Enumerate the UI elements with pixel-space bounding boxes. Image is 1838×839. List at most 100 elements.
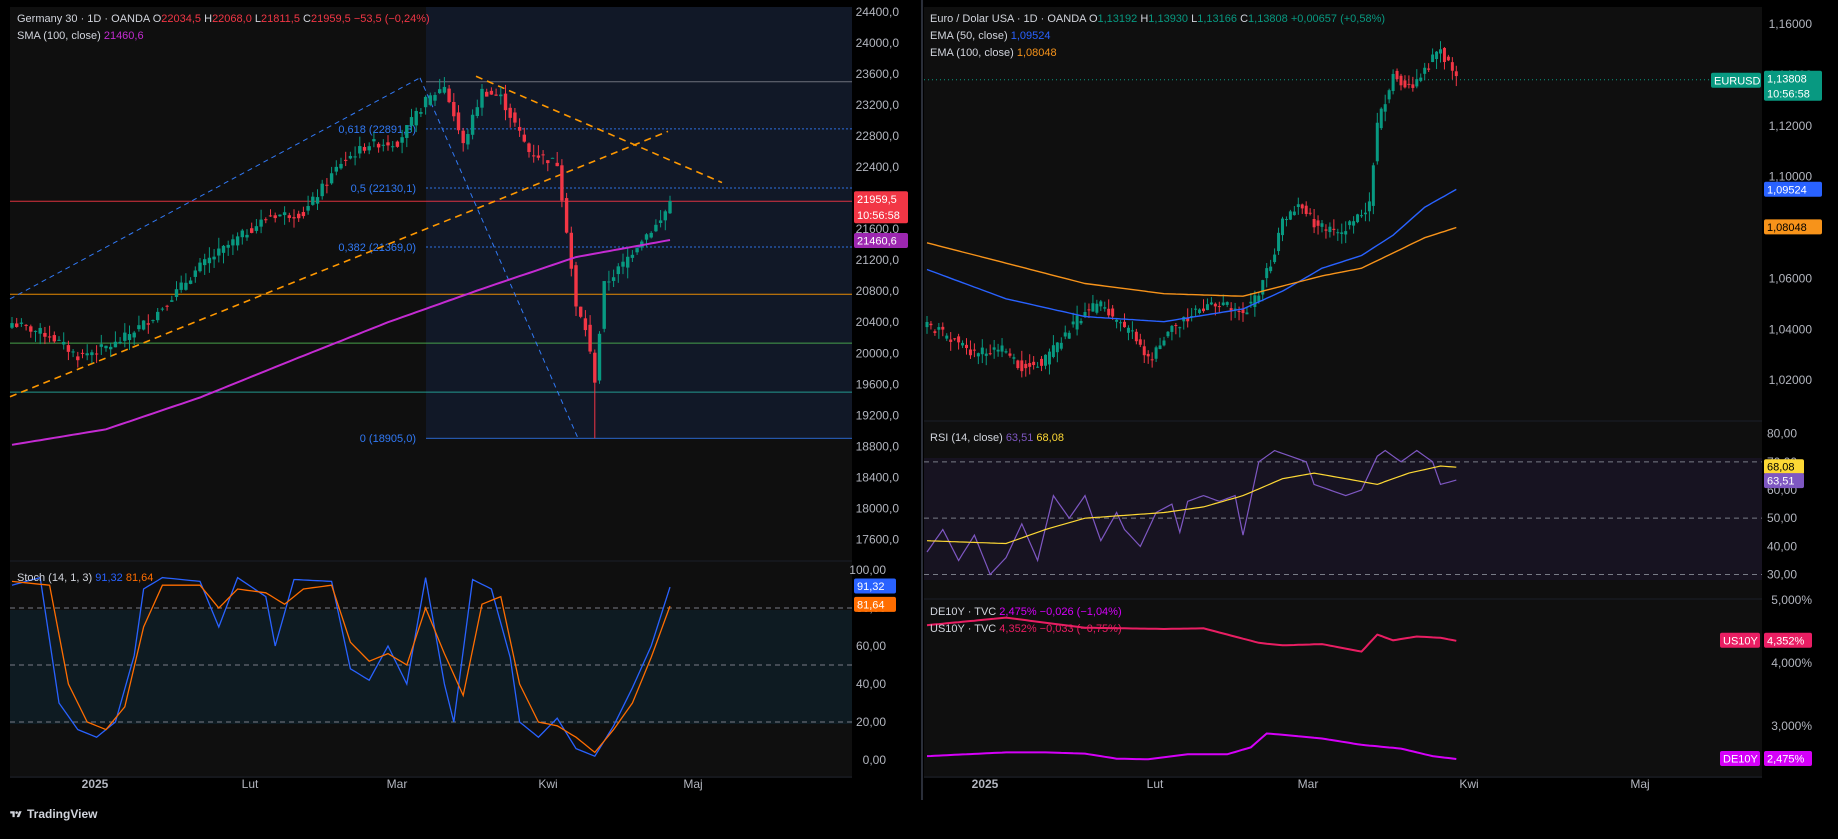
ger-candle (409, 117, 414, 126)
stoch-header-part: 91,32 (95, 572, 126, 584)
ger-candle (522, 134, 526, 142)
eur-candle (1016, 360, 1020, 369)
stoch-tick: 60,00 (856, 639, 886, 653)
eur-candle (1269, 266, 1273, 272)
eur-candle (1304, 205, 1308, 214)
ger-candle (184, 282, 188, 290)
rsi-tick: 80,00 (1767, 427, 1797, 441)
eur-candle (929, 323, 933, 326)
eur-candle (1261, 280, 1265, 295)
ger-candle (198, 262, 202, 272)
ger-candle (499, 94, 503, 97)
ger-candle (442, 86, 447, 93)
ger-candle (339, 163, 343, 169)
us10y-header-part: US10Y · TVC (930, 623, 999, 635)
eur-candle (1308, 212, 1312, 214)
ger-candle (597, 333, 602, 381)
ger-candle (517, 126, 522, 131)
ger-candle (170, 300, 174, 302)
ger-sma-tag-text: 21460,6 (857, 235, 897, 247)
ger-ohlc-header-part: Germany 30 · 1D · OANDA (17, 13, 153, 25)
stoch-tick: 20,00 (856, 715, 886, 729)
eur-candle (1146, 353, 1150, 357)
ger-candle (94, 353, 99, 355)
ema-100-line (926, 226, 1457, 297)
eur-candle (1067, 332, 1071, 339)
ger-candle (489, 90, 494, 95)
time-tick-left: Lut (242, 777, 259, 791)
eur-price-pane (924, 7, 1762, 420)
eur-ema50-header-part: 1,09524 (1011, 30, 1051, 42)
ger-candle (644, 234, 649, 240)
ger-candle (235, 236, 240, 246)
ger-candle (419, 112, 423, 114)
stoch-band-fill (10, 610, 852, 724)
ger-candle (607, 281, 611, 283)
eur-ohlc-header-part: L (1191, 13, 1197, 25)
ger-candle (475, 107, 479, 117)
ger-price-tick: 18400,0 (856, 470, 900, 484)
rsi-tick: 30,00 (1767, 568, 1797, 582)
ger-fib-zone (426, 7, 852, 437)
eur-candle (1166, 331, 1170, 337)
eur-candle (1055, 342, 1059, 353)
time-tick-left: 2025 (82, 777, 109, 791)
de10y-tag-text: 2,475% (1767, 753, 1805, 765)
eur-ohlc-header-part: C (1240, 13, 1248, 25)
stoch-tick: 100,00 (849, 563, 886, 577)
eur-candle (1241, 309, 1245, 314)
eur-candle (1075, 315, 1079, 330)
stoch-k-line (11, 576, 671, 758)
ger-candle (99, 344, 103, 347)
stoch-d-tag-bg (854, 596, 896, 612)
ger-candle (344, 159, 348, 161)
eur-price-tick: 1,06000 (1769, 271, 1813, 285)
de10y-header-part: DE10Y · TVC (930, 606, 999, 618)
de10y-header-part: 2,475% (999, 606, 1039, 618)
ger-candle (273, 215, 277, 219)
eur-candle (1407, 83, 1411, 85)
ger-candle (33, 330, 38, 332)
eur-candle (1454, 71, 1458, 77)
eur-candle (1411, 84, 1415, 88)
ger-candle (66, 345, 71, 352)
de10y-tag-bg (1764, 750, 1812, 766)
eur-candle (1435, 51, 1439, 60)
eur-ema100-tag-text: 1,08048 (1767, 222, 1807, 234)
ger-sma-tag: 21460,6 (854, 232, 908, 248)
ger-candle (127, 334, 132, 341)
eur-candle (1004, 351, 1008, 353)
ger-candle (536, 155, 541, 158)
ger-candle (438, 89, 442, 94)
ger-candle (541, 154, 545, 156)
eur-candle (1000, 345, 1004, 352)
eur-candle (1158, 345, 1162, 350)
eur-candle (1249, 301, 1253, 304)
de10y-tag: 2,475% (1764, 750, 1812, 766)
ger-candle (268, 215, 273, 217)
ger-price-tag-text: 21959,5 (857, 194, 897, 206)
eur-candle (1442, 47, 1446, 63)
ger-candle (76, 356, 80, 361)
eur-candle (925, 321, 929, 328)
ger-candle (593, 352, 597, 383)
eur-candle (1233, 308, 1237, 310)
ger-candle (160, 308, 165, 310)
stoch-d-tag: 81,64 (854, 596, 896, 612)
ger-candle (221, 245, 226, 253)
eur-price-tag-text: 10:56:58 (1767, 88, 1810, 100)
de10y-line (926, 732, 1457, 761)
eur-candle (1316, 220, 1320, 226)
ger-candle (193, 270, 197, 277)
footer-brand[interactable]: TradingView (10, 807, 97, 821)
trend-line-up-blue (9, 77, 421, 300)
ger-candle (278, 214, 282, 217)
sma-100-line (11, 239, 671, 446)
eur-candle (1312, 219, 1316, 228)
de10y-symbol-tag: DE10Y (1720, 750, 1760, 766)
eur-ema50-tag-bg (1764, 181, 1822, 197)
eur-ohlc-header-part: 1,13808 (1248, 13, 1291, 25)
eur-ohlc-header-part: Euro / Dolar USA · 1D · OANDA (930, 13, 1089, 25)
eur-candle (1099, 301, 1103, 307)
